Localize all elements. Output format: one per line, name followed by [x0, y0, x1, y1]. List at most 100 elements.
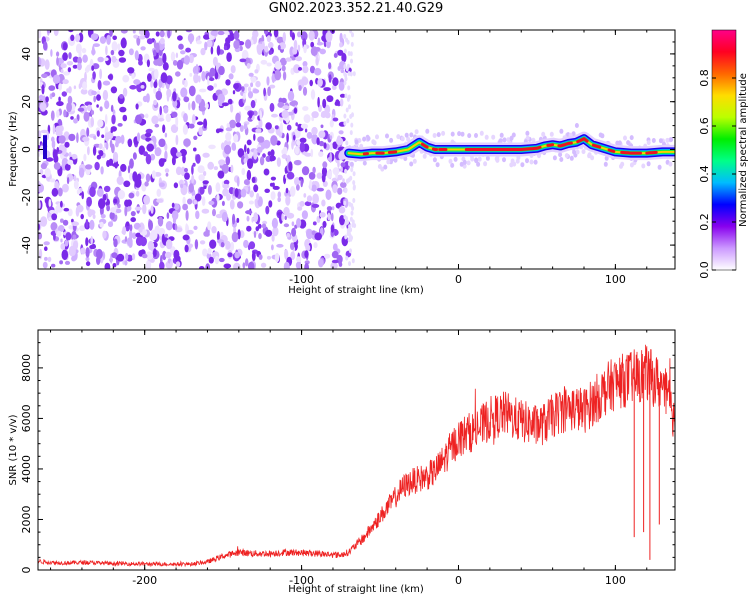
- noise-speckle: [343, 33, 347, 39]
- left-edge-feature: [43, 135, 47, 160]
- noise-speckle: [191, 114, 196, 125]
- noise-speckle: [343, 200, 347, 206]
- noise-speckle: [243, 83, 249, 88]
- track-halo-speckle: [509, 162, 514, 168]
- noise-speckle: [310, 46, 318, 57]
- noise-speckle: [183, 113, 188, 123]
- noise-speckle: [344, 168, 348, 174]
- noise-speckle: [76, 132, 79, 143]
- noise-speckle: [336, 135, 342, 145]
- noise-speckle: [47, 256, 52, 262]
- noise-speckle: [270, 135, 278, 146]
- track-halo-speckle: [460, 131, 465, 137]
- noise-speckle: [222, 183, 230, 189]
- noise-speckle: [324, 253, 331, 259]
- noise-speckle: [254, 69, 259, 74]
- noise-speckle: [330, 261, 338, 269]
- noise-speckle: [290, 251, 296, 261]
- noise-speckle: [308, 30, 315, 41]
- noise-speckle: [304, 262, 309, 269]
- noise-speckle: [127, 67, 135, 74]
- noise-speckle: [173, 88, 177, 93]
- noise-speckle: [352, 185, 356, 191]
- noise-speckle: [270, 149, 275, 157]
- noise-speckle: [345, 140, 349, 146]
- noise-speckle: [150, 229, 158, 241]
- colorbar-ticks: 0.0 0.2 0.4 0.6 0.8: [698, 69, 736, 279]
- noise-speckle: [251, 176, 256, 183]
- noise-speckle: [208, 256, 214, 264]
- noise-speckle: [340, 98, 344, 107]
- noise-speckle: [257, 136, 265, 143]
- noise-speckle: [299, 137, 307, 143]
- noise-speckle: [165, 172, 169, 177]
- noise-speckle: [271, 113, 278, 118]
- noise-speckle: [247, 86, 252, 93]
- noise-speckle: [248, 241, 256, 250]
- track-halo-speckle: [432, 157, 437, 163]
- noise-speckle: [271, 217, 278, 229]
- noise-speckle: [269, 182, 274, 187]
- noise-speckle: [132, 253, 136, 261]
- noise-speckle: [191, 174, 195, 184]
- track-halo-speckle: [549, 131, 554, 137]
- noise-speckle: [301, 76, 309, 86]
- noise-speckle: [124, 206, 128, 217]
- noise-speckle: [317, 96, 320, 108]
- noise-speckle: [40, 216, 48, 227]
- noise-speckle: [284, 249, 289, 260]
- noise-speckle: [214, 255, 220, 265]
- noise-speckle: [62, 42, 68, 51]
- noise-speckle: [314, 232, 323, 241]
- noise-speckle: [156, 188, 162, 197]
- noise-speckle: [56, 101, 64, 107]
- noise-speckle: [279, 57, 287, 66]
- track-halo-speckle: [400, 136, 405, 142]
- noise-speckle: [321, 199, 326, 207]
- noise-speckle: [51, 187, 59, 197]
- noise-speckle: [233, 83, 239, 90]
- noise-speckle: [328, 74, 332, 83]
- noise-speckle: [343, 48, 347, 54]
- noise-speckle: [116, 176, 124, 185]
- noise-speckle: [144, 132, 152, 138]
- y-tick-label: 40: [20, 47, 33, 61]
- noise-speckle: [53, 162, 61, 170]
- noise-speckle: [72, 234, 77, 240]
- noise-speckle: [85, 237, 89, 247]
- noise-speckle: [236, 176, 240, 187]
- noise-speckle: [241, 86, 245, 92]
- noise-speckle: [337, 256, 343, 261]
- noise-speckle: [86, 127, 90, 137]
- noise-speckle: [259, 110, 263, 121]
- noise-speckle: [82, 81, 88, 91]
- noise-speckle: [123, 180, 131, 188]
- noise-speckle: [135, 236, 144, 246]
- noise-speckle: [68, 133, 76, 142]
- noise-speckle: [202, 170, 207, 177]
- noise-speckle: [204, 41, 208, 51]
- noise-speckle: [306, 131, 313, 139]
- track-halo-speckle: [629, 162, 634, 168]
- colorbar-tick-label: 0.8: [698, 69, 711, 87]
- noise-speckle: [196, 40, 202, 45]
- noise-speckle: [346, 228, 350, 233]
- noise-speckle: [80, 213, 84, 220]
- noise-speckle: [224, 30, 229, 35]
- noise-speckle: [194, 239, 199, 250]
- noise-speckle: [253, 148, 258, 160]
- noise-speckle: [199, 240, 206, 245]
- noise-speckle: [328, 62, 332, 70]
- noise-speckle: [225, 132, 232, 142]
- noise-speckle: [229, 119, 237, 129]
- noise-speckle: [281, 110, 289, 119]
- track-halo-speckle: [525, 130, 530, 136]
- noise-speckle: [162, 124, 166, 133]
- noise-speckle: [293, 107, 298, 114]
- noise-speckle: [185, 210, 189, 221]
- noise-speckle: [188, 102, 191, 111]
- noise-speckle: [301, 166, 310, 176]
- noise-speckle: [332, 77, 339, 87]
- track-halo-speckle: [558, 152, 563, 158]
